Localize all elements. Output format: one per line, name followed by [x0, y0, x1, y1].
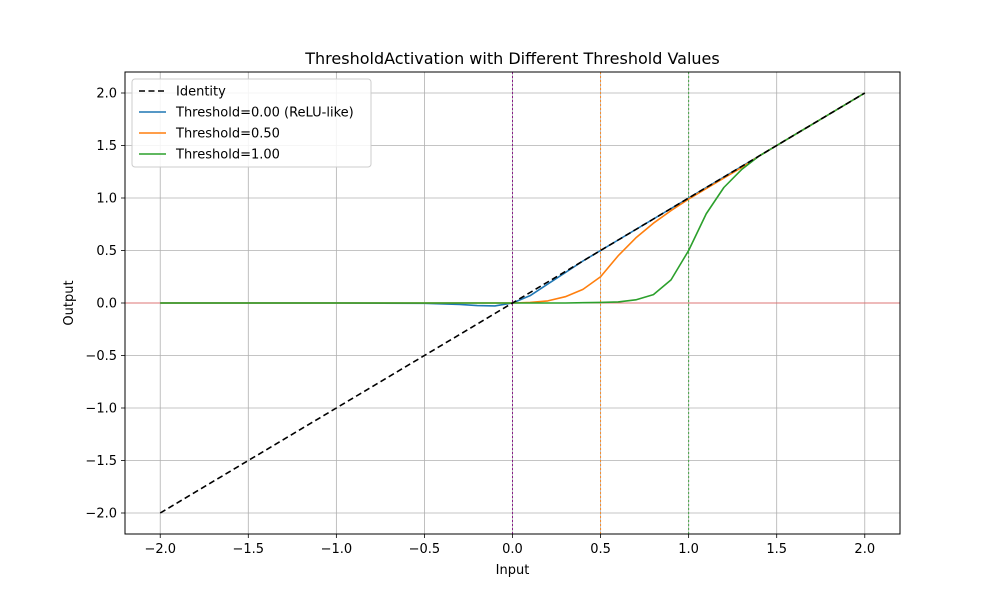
- series-line-3: [160, 92, 866, 304]
- x-axis-ticks: −2.0 −1.5 −1.0 −0.5 0.0 0.5 1.0 1.5 2.0: [144, 534, 875, 557]
- x-tick-label: −0.5: [409, 542, 441, 557]
- x-tick-label: −1.5: [233, 542, 265, 557]
- legend-label: Threshold=1.00: [175, 148, 280, 163]
- legend-box: [131, 78, 372, 168]
- y-axis-ticks: −2.0 −1.5 −1.0 −0.5 0.0 0.5 1.0 1.5 2.0: [85, 87, 125, 522]
- y-tick-label: 0.5: [96, 244, 117, 259]
- y-tick-label: 1.5: [96, 139, 117, 154]
- legend-label: Threshold=0.00 (ReLU-like): [175, 106, 354, 121]
- chart-title: ThresholdActivation with Different Thres…: [304, 49, 719, 68]
- y-tick-label: 1.0: [96, 192, 117, 207]
- x-tick-label: 1.5: [766, 542, 787, 557]
- x-tick-label: −1.0: [321, 542, 353, 557]
- y-tick-label: −1.5: [85, 454, 117, 469]
- x-tick-label: 0.5: [590, 542, 611, 557]
- y-tick-label: −0.5: [85, 349, 117, 364]
- x-tick-label: −2.0: [144, 542, 176, 557]
- x-tick-label: 2.0: [854, 542, 875, 557]
- legend-label: Threshold=0.50: [175, 127, 280, 142]
- series-lines: [159, 92, 866, 514]
- x-tick-label: 1.0: [678, 542, 699, 557]
- legend: Identity Threshold=0.00 (ReLU-like) Thresh…: [131, 78, 372, 168]
- y-axis-label: Output: [62, 280, 77, 325]
- legend-label: Identity: [176, 85, 226, 100]
- y-tick-label: 0.0: [96, 297, 117, 312]
- y-tick-label: −1.0: [85, 402, 117, 417]
- x-tick-label: 0.0: [502, 542, 523, 557]
- x-axis-label: Input: [496, 563, 530, 578]
- y-tick-label: 2.0: [96, 87, 117, 102]
- y-tick-label: −2.0: [85, 507, 117, 522]
- series-line-0: [159, 92, 866, 514]
